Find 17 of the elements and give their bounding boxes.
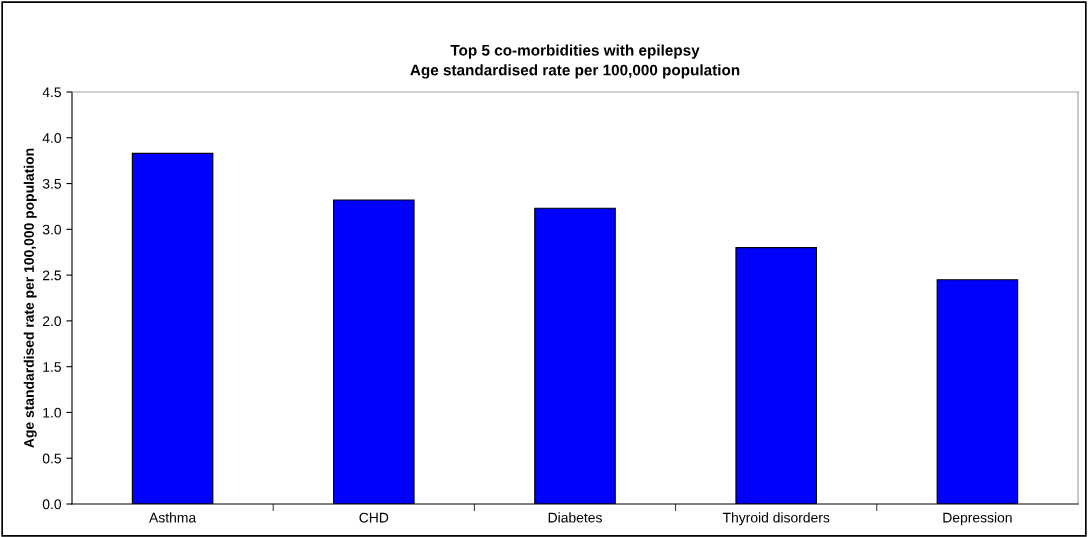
y-axis-title: Age standardised rate per 100,000 population <box>23 148 37 448</box>
x-tick-label: Diabetes <box>548 512 602 523</box>
y-tick-label: 0.5 <box>42 453 61 464</box>
x-tick-label: CHD <box>359 512 389 523</box>
x-tick-label: Thyroid disorders <box>722 512 830 526</box>
y-tick-label: 1.0 <box>43 407 62 418</box>
y-tick-label: 4.0 <box>42 133 62 143</box>
x-tick-label: Asthma <box>149 512 197 523</box>
y-tick-label: 0.0 <box>42 499 62 510</box>
x-tick-label: Depression <box>943 512 1012 526</box>
y-tick-label: 4.5 <box>42 87 61 98</box>
y-tick-label: 3.0 <box>42 224 62 235</box>
y-tick-label: 1.5 <box>43 362 61 372</box>
y-tick-label: 2.5 <box>42 270 61 281</box>
chart-title: Top 5 co-morbidities with epilepsy Age standardised rate per 100,000 population <box>410 44 740 79</box>
y-tick-label: 2.0 <box>42 316 62 327</box>
y-tick-label: 3.5 <box>42 178 61 189</box>
